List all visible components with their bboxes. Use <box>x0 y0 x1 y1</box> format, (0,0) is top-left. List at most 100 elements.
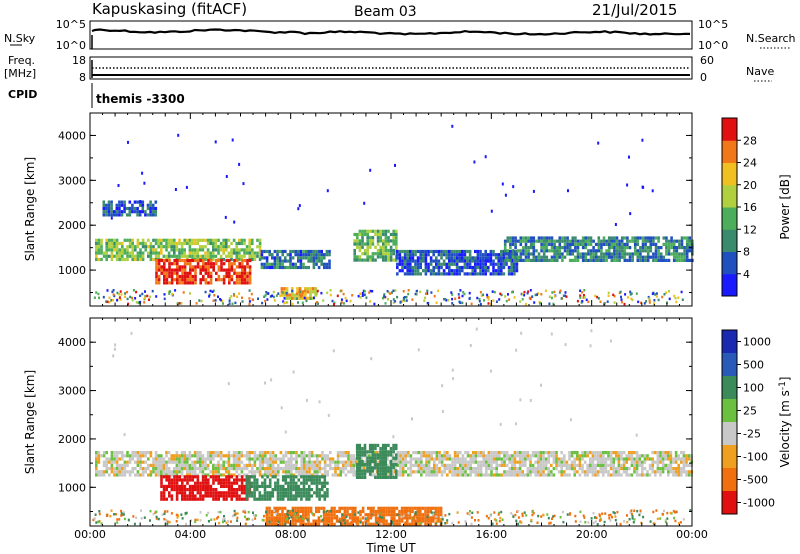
power-colorbar-tick-label-1: 8 <box>743 246 750 259</box>
time-tick-label-4: 16:00 <box>475 528 507 541</box>
cpid-value: themis -3300 <box>96 92 185 106</box>
nave-label: Nave <box>746 65 774 78</box>
power-colorbar-cell-3 <box>722 207 737 230</box>
power-panel: 1000 2000 3000 4000 Slant Range [km] <box>23 112 694 307</box>
power-colorbar-cell-0 <box>722 273 737 297</box>
power-echo-region-3 <box>260 249 331 270</box>
freq-right-tick-bottom: 0 <box>700 71 707 84</box>
velocity-y-tick-label-2: 3000 <box>58 385 86 398</box>
noise-left-tick-top: 10^5 <box>56 18 86 31</box>
noise-search-label: N.Search <box>746 32 796 45</box>
noise-sky-trace <box>91 28 691 36</box>
power-scatter <box>93 124 684 306</box>
power-y-tick-label-2: 3000 <box>58 174 86 187</box>
freq-label-2: [MHz] <box>4 67 36 80</box>
noise-panel: N.Sky 10^5 10^0 10^5 10^0 N.Search <box>4 18 796 52</box>
power-colorbar: 4 8 12 16 20 24 28 Power [dB] <box>721 117 792 297</box>
power-echo-region-2 <box>102 200 158 217</box>
power-y-tick-label-1: 2000 <box>58 219 86 232</box>
cpid-label: CPID <box>8 88 37 101</box>
noise-sky-label: N.Sky <box>4 32 36 45</box>
time-tick-label-3: 12:00 <box>375 528 407 541</box>
power-colorbar-cells <box>722 118 737 297</box>
power-colorbar-label: Power [dB] <box>778 174 792 239</box>
velocity-colorbar-tick-label-5: -100 <box>743 451 768 464</box>
velocity-colorbar-cell-1 <box>722 353 737 377</box>
velocity-colorbar-cell-2 <box>722 376 737 400</box>
velocity-echo-region-3 <box>355 443 398 479</box>
velocity-colorbar-cells <box>722 330 737 515</box>
power-colorbar-tick-label-5: 24 <box>743 157 757 170</box>
power-echoes <box>95 200 694 300</box>
power-echo-region-7 <box>503 236 694 262</box>
velocity-panel: 1000 2000 3000 4000 Slant Range [km] <box>23 317 693 527</box>
velocity-colorbar-tick-label-4: -25 <box>743 428 761 441</box>
velocity-colorbar-ticks: 1000 500 100 25 -25 -100 -500 -1000 <box>737 336 775 510</box>
velocity-colorbar-cell-0 <box>722 330 737 354</box>
power-y-ticks: 1000 2000 3000 4000 <box>58 112 692 294</box>
velocity-colorbar: 1000 500 100 25 -25 -100 -500 -1000 Velocity [m… <box>721 329 792 515</box>
power-colorbar-tick-label-0: 4 <box>743 268 750 281</box>
velocity-colorbar-tick-label-0: 1000 <box>743 336 771 349</box>
velocity-y-axis-label: Slant Range [km] <box>23 370 37 474</box>
power-colorbar-tick-label-2: 12 <box>743 223 757 236</box>
freq-panel: Freq. [MHz] 18 8 60 0 Nave <box>4 54 774 84</box>
beam-title: Beam 03 <box>354 4 417 20</box>
power-colorbar-cell-5 <box>722 162 737 186</box>
noise-panel-frame <box>89 20 693 50</box>
velocity-colorbar-tick-label-3: 25 <box>743 405 757 418</box>
time-tick-label-5: 20:00 <box>576 528 608 541</box>
power-echo-region-6 <box>396 249 519 276</box>
velocity-colorbar-frame <box>721 329 738 515</box>
power-colorbar-tick-label-3: 16 <box>743 201 757 214</box>
velocity-frame <box>89 317 693 527</box>
power-y-axis-label: Slant Range [km] <box>23 157 37 261</box>
time-axis-labels: 00:00 04:00 08:00 12:00 16:00 20:00 00:00 <box>74 528 708 541</box>
power-colorbar-tick-label-6: 28 <box>743 134 757 147</box>
noise-left-tick-bottom: 10^0 <box>56 39 86 52</box>
velocity-colorbar-cell-4 <box>722 422 737 446</box>
time-tick-label-0: 00:00 <box>74 528 106 541</box>
freq-label-1: Freq. <box>8 54 35 67</box>
date-title: 21/Jul/2015 <box>592 1 677 19</box>
velocity-colorbar-tick-label-6: -500 <box>743 474 768 487</box>
velocity-colorbar-tick-label-2: 100 <box>743 382 764 395</box>
freq-right-tick-top: 60 <box>700 54 714 67</box>
freq-left-tick-bottom: 8 <box>79 71 86 84</box>
power-colorbar-cell-2 <box>722 229 737 252</box>
power-y-tick-label-0: 1000 <box>58 264 86 277</box>
noise-right-tick-bottom: 10^0 <box>698 39 728 52</box>
power-colorbar-tick-label-4: 20 <box>743 179 757 192</box>
velocity-colorbar-cell-5 <box>722 445 737 469</box>
power-colorbar-ticks: 4 8 12 16 20 24 28 <box>737 134 757 281</box>
time-axis-label: Time UT <box>365 541 416 554</box>
velocity-colorbar-cell-7 <box>722 491 737 515</box>
velocity-colorbar-cell-6 <box>722 468 737 492</box>
freq-panel-frame <box>89 56 693 80</box>
velocity-echo-region-2 <box>245 475 329 501</box>
power-colorbar-cell-4 <box>722 184 737 208</box>
velocity-echo-region-1 <box>160 475 252 501</box>
velocity-y-ticks: 1000 2000 3000 4000 <box>58 317 692 512</box>
velocity-y-tick-label-3: 4000 <box>58 336 86 349</box>
time-tick-label-2: 08:00 <box>275 528 307 541</box>
velocity-colorbar-cell-3 <box>722 399 737 423</box>
velocity-colorbar-tick-label-1: 500 <box>743 359 764 372</box>
power-colorbar-cell-1 <box>722 251 737 275</box>
power-y-tick-label-3: 4000 <box>58 129 86 142</box>
velocity-y-tick-label-0: 1000 <box>58 481 86 494</box>
velocity-colorbar-tick-label-7: -1000 <box>743 497 775 510</box>
power-echo-region-5 <box>353 229 398 262</box>
time-tick-label-6: 00:00 <box>676 528 708 541</box>
power-echo-region-1 <box>155 258 252 285</box>
time-tick-label-1: 04:00 <box>174 528 206 541</box>
noise-right-tick-top: 10^5 <box>698 18 728 31</box>
velocity-colorbar-label: Velocity [m s-1] <box>778 377 792 468</box>
velocity-scatter <box>92 327 692 526</box>
station-title: Kapuskasing (fitACF) <box>92 0 247 18</box>
power-colorbar-cell-7 <box>722 118 737 141</box>
velocity-echoes <box>95 443 693 526</box>
velocity-y-tick-label-1: 2000 <box>58 433 86 446</box>
power-x-ticks <box>89 113 693 306</box>
